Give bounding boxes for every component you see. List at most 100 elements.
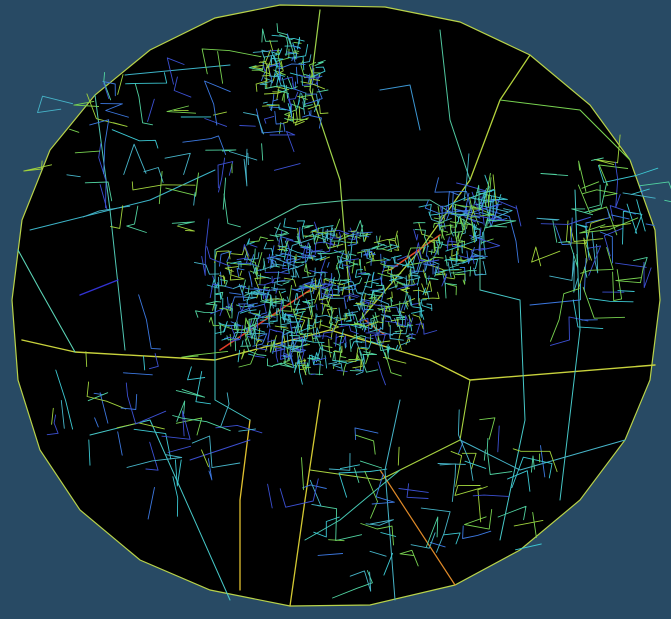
street: [313, 516, 340, 538]
street: [311, 352, 319, 366]
street: [246, 238, 255, 246]
street: [313, 271, 326, 278]
street: [414, 228, 429, 248]
street: [311, 225, 334, 232]
street: [469, 266, 472, 277]
street: [145, 441, 159, 471]
street: [281, 236, 294, 241]
street: [454, 485, 482, 496]
street: [273, 55, 279, 68]
street: [338, 328, 344, 352]
street: [445, 222, 478, 252]
street: [433, 217, 445, 228]
street: [99, 392, 109, 424]
street: [247, 320, 254, 339]
street: [283, 277, 297, 287]
street: [252, 50, 268, 53]
street: [255, 252, 263, 280]
street: [275, 71, 281, 81]
street: [349, 322, 363, 325]
street: [594, 134, 621, 166]
street: [215, 291, 222, 300]
street: [416, 251, 428, 262]
street: [285, 239, 299, 264]
street: [366, 257, 371, 260]
street: [359, 224, 372, 237]
street: [208, 316, 220, 327]
street: [342, 363, 347, 376]
street: [147, 98, 155, 122]
street: [111, 129, 159, 149]
street: [246, 332, 266, 336]
street: [252, 248, 257, 276]
street: [470, 213, 495, 243]
street: [452, 213, 470, 217]
street: [263, 242, 272, 250]
street: [303, 332, 307, 343]
street: [450, 450, 463, 487]
street: [291, 56, 296, 63]
street: [484, 189, 496, 203]
street: [263, 115, 275, 124]
street: [420, 507, 451, 553]
street: [259, 265, 274, 271]
street: [272, 99, 279, 102]
street: [255, 108, 284, 134]
street: [549, 316, 589, 346]
street: [274, 226, 288, 236]
street: [442, 272, 446, 285]
street: [282, 281, 290, 285]
street: [241, 340, 244, 346]
street: [182, 135, 227, 155]
street: [314, 327, 321, 342]
street: [368, 293, 383, 297]
street: [365, 332, 381, 337]
street: [86, 381, 127, 410]
street: [165, 172, 199, 197]
road: [559, 189, 581, 501]
street: [302, 298, 315, 304]
street: [103, 71, 112, 101]
street: [633, 256, 648, 269]
street: [293, 337, 304, 352]
street: [217, 51, 224, 84]
street: [269, 328, 278, 333]
street: [359, 351, 379, 373]
street: [308, 73, 311, 83]
street: [241, 323, 258, 331]
street: [339, 279, 358, 293]
street: [397, 341, 411, 351]
street: [283, 218, 297, 230]
street: [255, 337, 260, 352]
street: [321, 232, 329, 244]
street: [353, 303, 374, 311]
street: [134, 83, 153, 126]
street: [278, 285, 293, 312]
street: [249, 254, 255, 266]
street: [374, 333, 391, 345]
street: [257, 290, 274, 309]
street: [349, 335, 366, 352]
street: [463, 153, 470, 202]
street: [337, 279, 351, 290]
street: [321, 305, 333, 315]
street: [317, 553, 344, 556]
street: [272, 297, 286, 304]
street: [256, 269, 262, 272]
street: [361, 324, 367, 331]
street: [350, 231, 355, 246]
street: [344, 258, 360, 262]
street: [289, 321, 303, 332]
street: [301, 288, 304, 297]
street: [268, 253, 271, 264]
street: [381, 261, 387, 275]
street: [296, 311, 311, 333]
street: [214, 304, 217, 316]
street: [454, 204, 482, 251]
street: [269, 259, 275, 270]
street: [87, 392, 109, 402]
street: [311, 65, 315, 76]
street: [473, 214, 506, 221]
street: [355, 434, 376, 455]
street: [294, 285, 314, 291]
